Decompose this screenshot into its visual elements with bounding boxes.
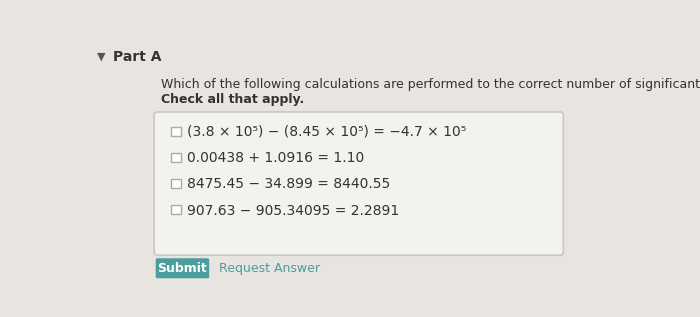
FancyBboxPatch shape bbox=[155, 258, 209, 278]
FancyBboxPatch shape bbox=[172, 205, 181, 214]
Text: 907.63 − 905.34095 = 2.2891: 907.63 − 905.34095 = 2.2891 bbox=[187, 204, 399, 217]
Text: (3.8 × 10⁵) − (8.45 × 10⁵) = −4.7 × 10⁵: (3.8 × 10⁵) − (8.45 × 10⁵) = −4.7 × 10⁵ bbox=[187, 125, 466, 139]
FancyBboxPatch shape bbox=[172, 179, 181, 188]
FancyBboxPatch shape bbox=[172, 153, 181, 162]
Text: ▼: ▼ bbox=[97, 52, 106, 62]
Text: 0.00438 + 1.0916 = 1.10: 0.00438 + 1.0916 = 1.10 bbox=[187, 151, 364, 165]
FancyBboxPatch shape bbox=[154, 112, 564, 255]
Text: Request Answer: Request Answer bbox=[219, 262, 321, 275]
FancyBboxPatch shape bbox=[172, 126, 181, 136]
Text: Check all that apply.: Check all that apply. bbox=[161, 94, 304, 107]
Text: Submit: Submit bbox=[158, 262, 207, 275]
Text: Part A: Part A bbox=[113, 50, 162, 64]
Text: Which of the following calculations are performed to the correct number of signi: Which of the following calculations are … bbox=[161, 78, 700, 91]
Text: 8475.45 − 34.899 = 8440.55: 8475.45 − 34.899 = 8440.55 bbox=[187, 177, 390, 191]
